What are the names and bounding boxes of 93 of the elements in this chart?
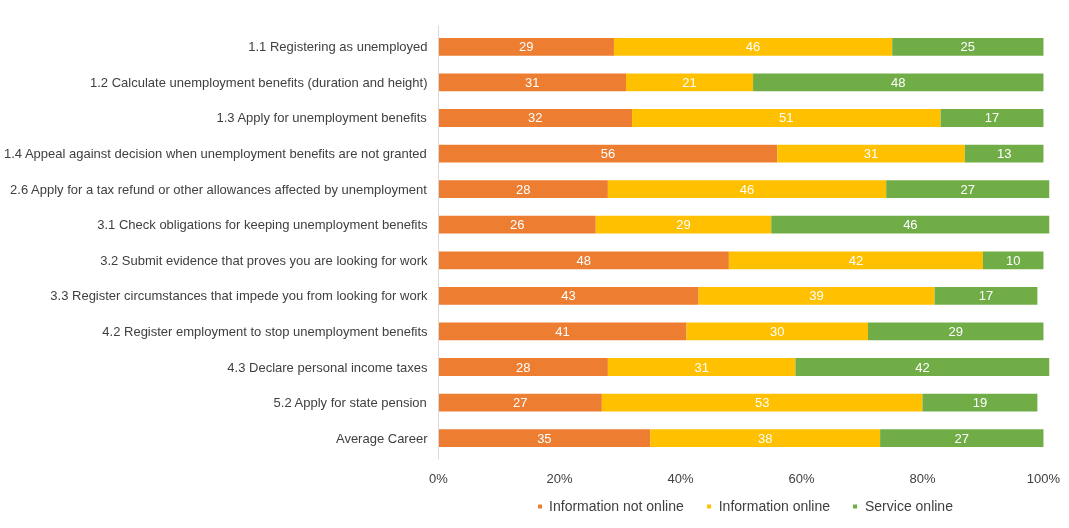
- bar: [438, 322, 687, 341]
- data-label: 42: [915, 359, 930, 375]
- data-label: 21: [682, 74, 697, 90]
- data-label: 10: [1005, 252, 1021, 268]
- data-label: 19: [972, 395, 988, 411]
- data-label: 30: [770, 323, 785, 339]
- bar: [650, 429, 881, 448]
- data-label: 46: [739, 181, 755, 197]
- data-label: 56: [600, 146, 616, 162]
- data-label: 53: [754, 395, 770, 411]
- bar: [795, 358, 1050, 376]
- y-tick-label: 3.1 Check obligations for keeping unemployment benefits: [97, 217, 428, 233]
- bar: [698, 286, 935, 305]
- bar: [607, 180, 887, 199]
- legend-label: Information not online: [549, 498, 684, 514]
- data-label: 29: [948, 323, 963, 339]
- data-label: 28: [515, 359, 531, 375]
- bar: [868, 322, 1044, 341]
- bar: [632, 109, 941, 127]
- y-tick-label: 4.2 Register employment to stop unemployment benefits: [102, 323, 428, 339]
- data-label: 38: [757, 430, 773, 446]
- data-label: 26: [509, 217, 525, 233]
- y-tick-label: 1.2 Calculate unemployment benefits (duration and height): [90, 74, 428, 90]
- x-tick-label: 0%: [429, 470, 449, 486]
- y-tick-label: 2.6 Apply for a tax refund or other allowances affected by unemployment: [10, 181, 428, 197]
- data-label: 48: [576, 252, 591, 268]
- legend-label: Information online: [718, 498, 830, 514]
- data-label: 31: [694, 359, 709, 375]
- y-tick-label: 1.4 Appeal against decision when unemployment benefits are not granted: [4, 146, 427, 162]
- data-label: 32: [528, 110, 543, 126]
- y-tick-label: 1.3 Apply for unemployment benefits: [216, 110, 428, 126]
- bar: [922, 393, 1038, 412]
- bar: [728, 251, 983, 270]
- data-label: 13: [996, 146, 1012, 162]
- data-label: 41: [555, 323, 570, 339]
- bar: [777, 144, 965, 163]
- x-tick-label: 20%: [546, 470, 573, 486]
- bar: [595, 215, 772, 234]
- data-label: 46: [903, 217, 918, 233]
- data-label: 28: [515, 181, 531, 197]
- bar: [438, 286, 699, 305]
- data-label: 27: [954, 430, 970, 446]
- legend-label: Service online: [865, 498, 953, 514]
- bar: [964, 144, 1044, 163]
- y-tick-label: 4.3 Declare personal income taxes: [227, 359, 428, 375]
- data-label: 46: [745, 39, 761, 55]
- bar: [438, 251, 729, 270]
- bar: [753, 73, 1044, 92]
- y-tick-label: Average Career: [335, 430, 429, 446]
- data-label: 25: [960, 39, 976, 55]
- y-tick-label: 1.1 Registering as unemployed: [248, 39, 428, 55]
- data-label: 43: [561, 288, 576, 304]
- x-tick-label: 100%: [1026, 470, 1061, 486]
- data-label: 42: [848, 252, 864, 268]
- bar: [613, 37, 893, 56]
- bar: [686, 322, 869, 341]
- bar: [438, 358, 608, 376]
- bar: [438, 215, 596, 234]
- bar: [438, 73, 627, 92]
- data-label: 51: [779, 110, 794, 126]
- data-label: 27: [512, 395, 528, 411]
- bar: [438, 37, 614, 56]
- bar: [607, 358, 796, 376]
- bar: [438, 144, 778, 163]
- data-label: 29: [676, 217, 691, 233]
- bar: [771, 215, 1050, 234]
- data-label: 17: [978, 288, 994, 304]
- bar: [438, 429, 651, 448]
- bar: [438, 393, 602, 412]
- bar: [601, 393, 923, 412]
- data-label: 31: [525, 74, 540, 90]
- data-label: 35: [537, 430, 552, 446]
- data-label: 17: [984, 110, 1000, 126]
- bar: [626, 73, 754, 92]
- x-tick-label: 40%: [667, 470, 694, 486]
- y-tick-label: 3.2 Submit evidence that proves you are looking for work: [100, 252, 428, 268]
- data-label: 29: [518, 39, 534, 55]
- bar: [892, 37, 1044, 56]
- bar: [934, 286, 1038, 305]
- bar: [880, 429, 1044, 448]
- bar: [438, 109, 633, 127]
- data-label: 48: [891, 74, 906, 90]
- x-tick-label: 60%: [788, 470, 815, 486]
- data-label: 27: [960, 181, 976, 197]
- y-tick-label: 3.3 Register circumstances that impede you from looking for work: [50, 288, 428, 304]
- bar: [438, 180, 608, 199]
- y-tick-label: 5.2 Apply for state pension: [273, 395, 427, 411]
- bar: [886, 180, 1050, 199]
- data-label: 31: [863, 146, 879, 162]
- data-label: 39: [809, 288, 824, 304]
- bar: [982, 251, 1044, 270]
- bar: [940, 109, 1044, 127]
- x-tick-label: 80%: [909, 470, 936, 486]
